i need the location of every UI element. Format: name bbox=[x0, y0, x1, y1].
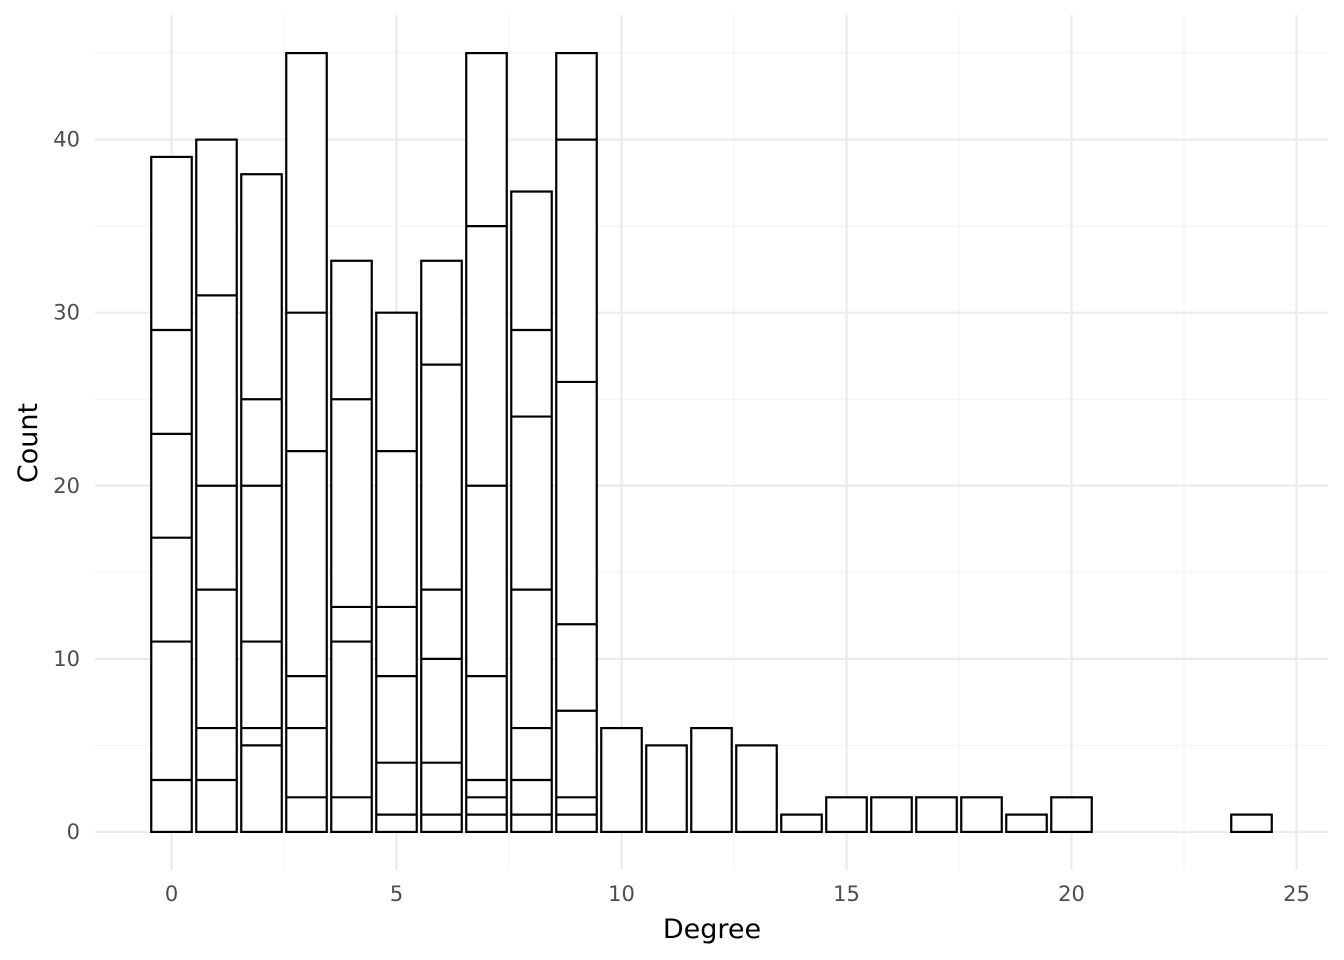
x-tick-label: 25 bbox=[1283, 882, 1310, 906]
x-tick-label: 5 bbox=[390, 882, 403, 906]
x-tick-label: 20 bbox=[1058, 882, 1085, 906]
bar-11 bbox=[645, 744, 688, 834]
bar-20 bbox=[1050, 796, 1093, 834]
y-tick-label: 30 bbox=[53, 301, 80, 325]
bar-rect bbox=[150, 155, 193, 834]
y-tick-label: 0 bbox=[67, 820, 80, 844]
bar-rect bbox=[285, 51, 328, 834]
bar-14 bbox=[780, 813, 823, 834]
x-axis-title: Degree bbox=[663, 914, 761, 945]
bar-6 bbox=[420, 259, 463, 834]
bars bbox=[150, 51, 1273, 834]
bar-2 bbox=[240, 173, 283, 834]
y-tick-label: 40 bbox=[53, 128, 80, 152]
bar-rect bbox=[510, 190, 553, 834]
bar-rect bbox=[960, 796, 1003, 834]
bar-rect bbox=[465, 51, 508, 834]
bar-15 bbox=[825, 796, 868, 834]
bar-rect bbox=[1050, 796, 1093, 834]
bar-16 bbox=[870, 796, 913, 834]
bar-0 bbox=[150, 155, 193, 834]
bar-rect bbox=[690, 726, 733, 834]
bar-13 bbox=[735, 744, 778, 834]
y-tick-label: 10 bbox=[53, 647, 80, 671]
bar-18 bbox=[960, 796, 1003, 834]
bar-7 bbox=[465, 51, 508, 834]
bar-rect bbox=[870, 796, 913, 834]
bar-rect bbox=[645, 744, 688, 834]
bar-5 bbox=[375, 311, 418, 834]
bar-9 bbox=[555, 51, 598, 834]
bar-17 bbox=[915, 796, 958, 834]
bar-10 bbox=[600, 726, 643, 834]
x-tick-label: 10 bbox=[608, 882, 635, 906]
bar-rect bbox=[825, 796, 868, 834]
x-tick-label: 15 bbox=[833, 882, 860, 906]
bar-rect bbox=[555, 51, 598, 834]
x-tick-labels: 0 5 10 15 20 25 bbox=[165, 882, 1310, 906]
x-tick-label: 0 bbox=[165, 882, 178, 906]
bar-rect bbox=[420, 259, 463, 834]
bar-12 bbox=[690, 726, 733, 834]
bar-rect bbox=[1230, 813, 1273, 834]
y-tick-labels: 0 10 20 30 40 bbox=[53, 128, 80, 844]
bar-rect bbox=[735, 744, 778, 834]
bar-4 bbox=[330, 259, 373, 834]
y-axis-title: Count bbox=[13, 403, 44, 483]
bar-rect bbox=[240, 173, 283, 834]
bar-rect bbox=[780, 813, 823, 834]
bar-rect bbox=[600, 726, 643, 834]
bar-rect bbox=[1005, 813, 1048, 834]
bar-8 bbox=[510, 190, 553, 834]
bar-rect bbox=[330, 259, 373, 834]
bar-3 bbox=[285, 51, 328, 834]
bar-rect bbox=[915, 796, 958, 834]
bar-24 bbox=[1230, 813, 1273, 834]
bar-1 bbox=[195, 138, 238, 834]
bar-rect bbox=[375, 311, 418, 834]
bar-19 bbox=[1005, 813, 1048, 834]
y-tick-label: 20 bbox=[53, 474, 80, 498]
